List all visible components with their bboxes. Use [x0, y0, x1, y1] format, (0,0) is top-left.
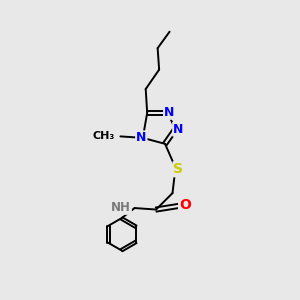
Text: NH: NH [111, 201, 131, 214]
Text: O: O [179, 198, 191, 212]
Text: N: N [136, 131, 146, 144]
Text: N: N [164, 106, 174, 119]
Text: CH₃: CH₃ [93, 131, 115, 141]
Text: S: S [173, 162, 184, 176]
Text: N: N [173, 123, 184, 136]
